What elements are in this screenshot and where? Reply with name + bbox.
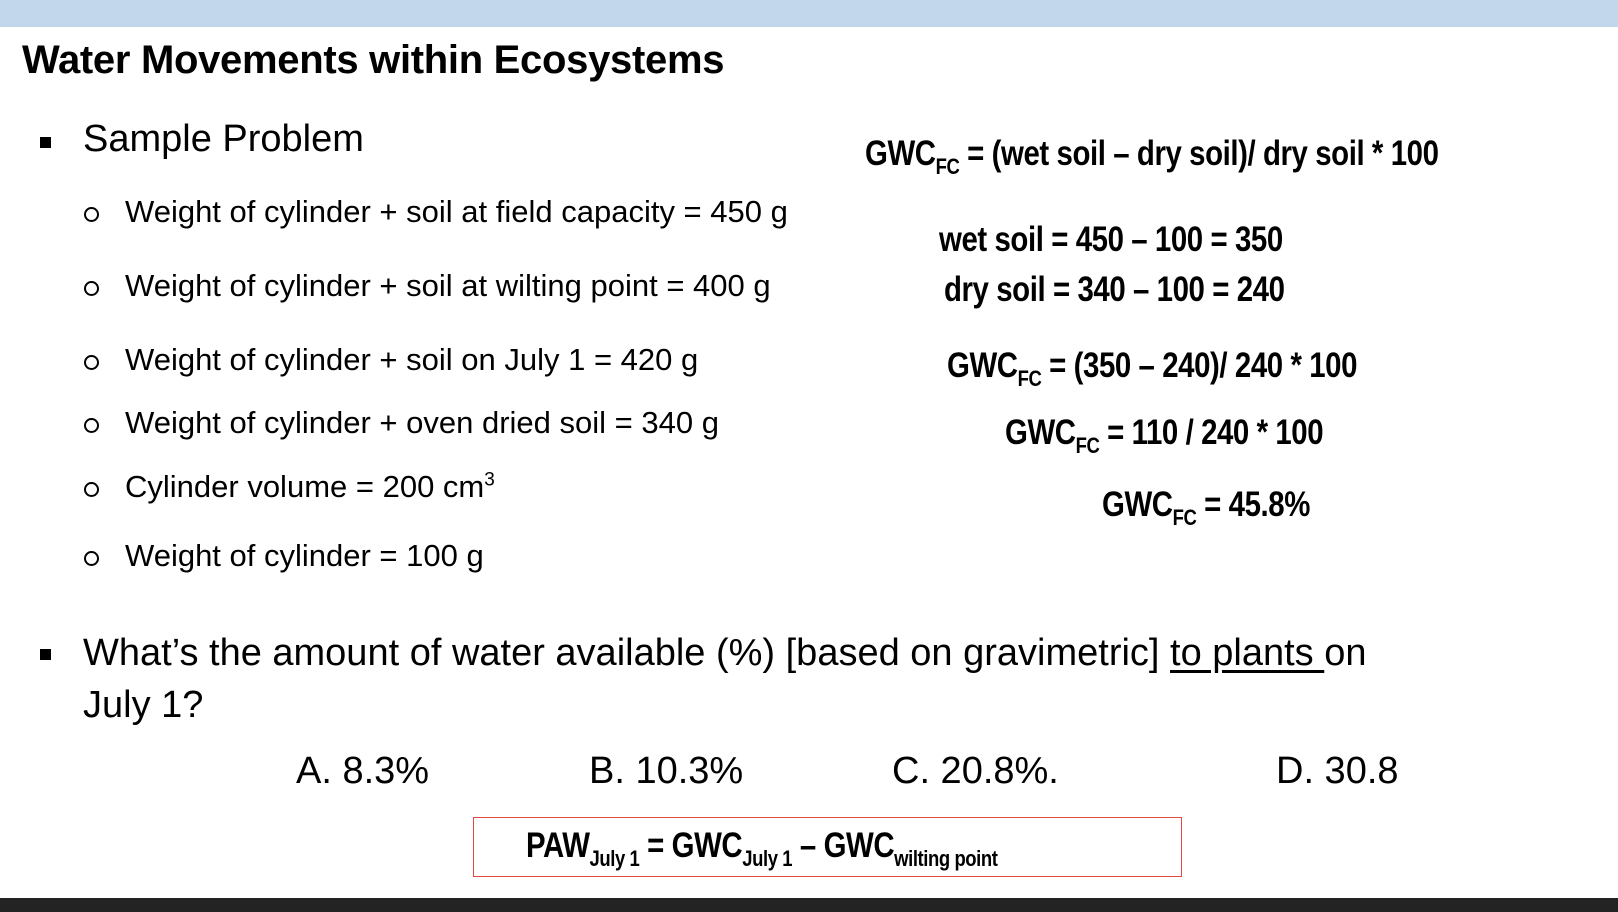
- question-text: What’s the amount of water available (%)…: [83, 632, 1171, 674]
- exponent: 3: [484, 469, 495, 491]
- top-bar: [0, 0, 1618, 27]
- list-item: Weight of cylinder + soil at wilting poi…: [125, 268, 771, 303]
- circle-bullet-icon: [84, 418, 99, 433]
- answer-c: C. 20.8%.: [892, 750, 1059, 792]
- subscript: FC: [1017, 366, 1042, 391]
- formula-gwc-simplified: GWCFC = 110 / 240 * 100: [1005, 413, 1324, 457]
- subscript: wilting point: [894, 846, 998, 871]
- bottom-bar: [0, 898, 1618, 912]
- minus-gwc: – GWC: [792, 826, 895, 865]
- answer-d: D. 30.8: [1276, 750, 1399, 792]
- question-line-2: July 1?: [83, 684, 204, 726]
- paw-formula-box: PAWJuly 1 = GWCJuly 1 – GWCwilting point: [473, 817, 1182, 877]
- gwc: GWC: [947, 346, 1018, 385]
- formula-dry-soil: dry soil = 340 – 100 = 240: [944, 270, 1285, 309]
- paw: PAW: [526, 826, 590, 865]
- formula-rest: = (350 – 240)/ 240 * 100: [1049, 346, 1358, 385]
- question-underlined: to plants: [1170, 632, 1325, 674]
- subscript: FC: [1075, 433, 1100, 458]
- list-item: Weight of cylinder + soil at field capac…: [125, 194, 788, 229]
- question-line-1: What’s the amount of water available (%)…: [83, 632, 1367, 675]
- slide-title: Water Movements within Ecosystems: [22, 38, 725, 82]
- formula-rest: = 110 / 240 * 100: [1107, 413, 1324, 452]
- paw-formula: PAWJuly 1 = GWCJuly 1 – GWCwilting point: [526, 826, 998, 870]
- answer-a: A. 8.3%: [296, 750, 430, 792]
- list-item: Cylinder volume = 200 cm3: [125, 469, 495, 505]
- subscript: July 1: [589, 846, 640, 871]
- formula-wet-soil: wet soil = 450 – 100 = 350: [939, 220, 1283, 259]
- square-bullet-icon: [40, 649, 51, 660]
- circle-bullet-icon: [84, 207, 99, 222]
- answer-b: B. 10.3%: [589, 750, 744, 792]
- subscript: FC: [1172, 505, 1197, 530]
- formula-rest: = 45.8%: [1204, 485, 1310, 524]
- formula-gwc-result: GWCFC = 45.8%: [1102, 485, 1310, 529]
- list-item: Weight of cylinder + oven dried soil = 3…: [125, 405, 719, 440]
- bullet-sample-problem: Sample Problem: [83, 118, 364, 160]
- circle-bullet-icon: [84, 551, 99, 566]
- list-item: Weight of cylinder = 100 g: [125, 538, 484, 573]
- equals-gwc: = GWC: [639, 826, 743, 865]
- circle-bullet-icon: [84, 281, 99, 296]
- circle-bullet-icon: [84, 482, 99, 497]
- circle-bullet-icon: [84, 355, 99, 370]
- formula-gwc-substituted: GWCFC = (350 – 240)/ 240 * 100: [947, 346, 1358, 390]
- question-text: on: [1324, 632, 1367, 674]
- subscript: July 1: [742, 846, 793, 871]
- gwc: GWC: [865, 134, 936, 173]
- gwc: GWC: [1102, 485, 1173, 524]
- square-bullet-icon: [40, 137, 51, 148]
- volume-text: Cylinder volume = 200 cm: [125, 469, 485, 504]
- list-item: Weight of cylinder + soil on July 1 = 42…: [125, 342, 699, 377]
- formula-rest: = (wet soil – dry soil)/ dry soil * 100: [967, 134, 1439, 173]
- subscript: FC: [935, 154, 960, 179]
- gwc: GWC: [1005, 413, 1076, 452]
- formula-gwc-general: GWCFC = (wet soil – dry soil)/ dry soil …: [865, 134, 1439, 178]
